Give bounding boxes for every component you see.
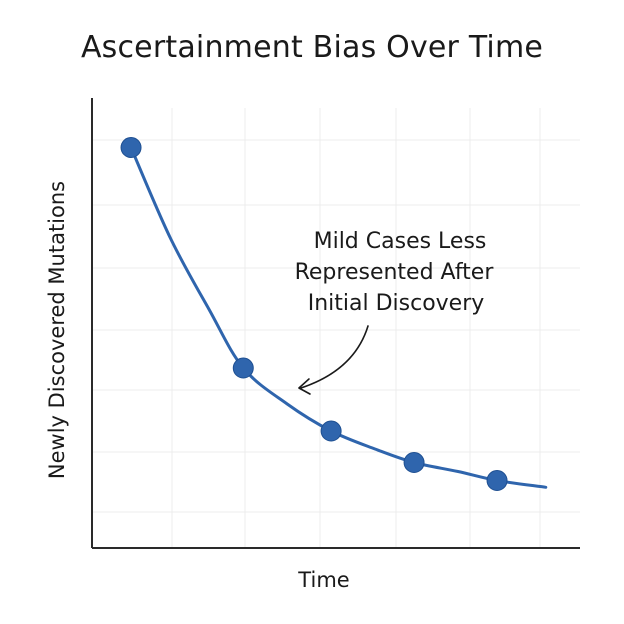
annotation-line-1: Mild Cases Less: [314, 229, 487, 254]
data-point-4: [403, 452, 425, 473]
axes: [91, 98, 580, 549]
annotation-line-3: Initial Discovery: [308, 291, 485, 316]
data-point-3: [320, 420, 342, 442]
annotation-arrow: [300, 325, 369, 389]
markers: [120, 137, 508, 491]
annotation-line-2: Represented After: [295, 260, 495, 285]
x-axis-label: Time: [297, 568, 349, 592]
data-point-2: [232, 357, 254, 379]
annotation: Mild Cases Less Represented After Initial …: [295, 229, 495, 395]
y-axis-label: Newly Discovered Mutations: [45, 181, 69, 479]
chart-title: Ascertainment Bias Over Time: [80, 30, 544, 65]
annotation-arrowhead: [298, 378, 311, 395]
data-point-5: [486, 470, 508, 491]
grid: [92, 108, 580, 548]
data-point-1: [120, 137, 142, 158]
